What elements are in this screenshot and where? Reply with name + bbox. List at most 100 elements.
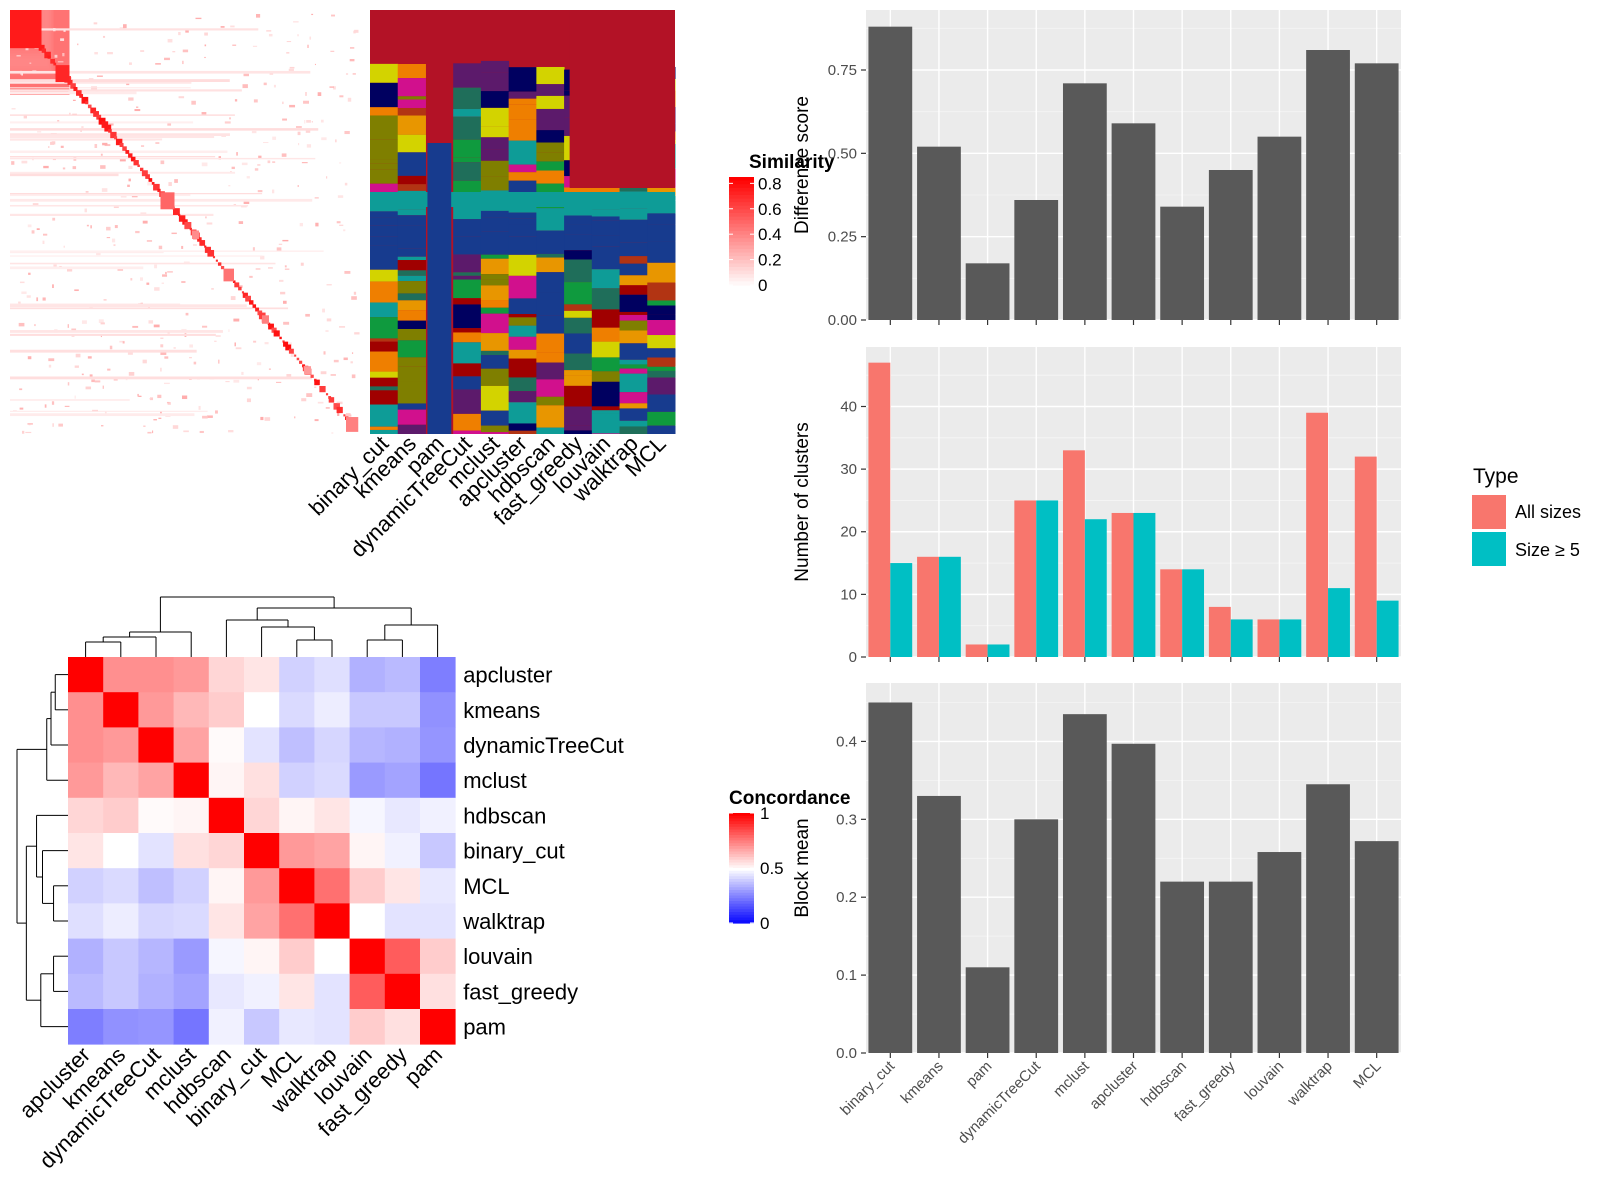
concordance-legend-label: 0.5 xyxy=(760,859,784,878)
concordance-legend-gradient xyxy=(729,887,754,891)
concordance-legend-gradient xyxy=(729,901,754,905)
bar xyxy=(1257,619,1280,657)
similarity-cell xyxy=(311,13,314,16)
concordance-cell xyxy=(138,727,174,763)
similarity-cell xyxy=(51,401,55,405)
similarity-cell xyxy=(280,291,286,295)
annotation-cell xyxy=(647,366,676,371)
concordance-cell xyxy=(68,903,104,939)
number-of-clusters-chart: 0 10 20 30 40 Number of clusters xyxy=(792,347,1401,666)
bar xyxy=(987,644,1010,657)
annotation-cell xyxy=(564,310,593,318)
similarity-cell xyxy=(246,386,252,390)
similarity-band xyxy=(10,89,242,92)
bar xyxy=(1036,500,1059,657)
concordance-cell xyxy=(138,692,174,728)
similarity-cell xyxy=(140,50,145,52)
annotation-cell xyxy=(397,403,426,410)
annotation-cell xyxy=(397,175,426,185)
annotation-cell xyxy=(370,203,399,212)
concordance-cell xyxy=(68,868,104,904)
similarity-diagonal-cell xyxy=(220,265,225,270)
concordance-cell xyxy=(208,973,245,1010)
similarity-cell xyxy=(104,411,107,414)
concordance-cell xyxy=(173,1009,210,1045)
bar xyxy=(868,362,891,657)
similarity-cell xyxy=(345,413,351,416)
concordance-legend-gradient xyxy=(729,859,754,864)
similarity-cell xyxy=(106,226,111,231)
bar xyxy=(1014,819,1059,1053)
concordance-cell xyxy=(68,657,104,693)
annotation-cell xyxy=(619,403,648,409)
similarity-cell xyxy=(225,381,230,383)
annotation-cell xyxy=(619,208,648,220)
similarity-diagonal-cell xyxy=(189,227,192,231)
similarity-cell xyxy=(252,45,258,47)
similarity-diagonal-cell xyxy=(87,104,92,109)
concordance-cell xyxy=(68,1009,104,1045)
concordance-cell xyxy=(173,727,210,763)
similarity-cell xyxy=(109,345,113,350)
similarity-cell xyxy=(128,97,134,101)
concordance-cell xyxy=(138,657,174,693)
bar xyxy=(938,556,961,657)
similarity-cell xyxy=(182,60,184,65)
annotation-cell xyxy=(508,430,537,434)
similarity-cell xyxy=(243,73,249,77)
concordance-cell xyxy=(349,762,386,799)
concordance-cell xyxy=(279,868,315,904)
similarity-cell xyxy=(305,128,311,133)
similarity-cell xyxy=(147,431,152,434)
similarity-cell xyxy=(354,29,359,33)
similarity-cell xyxy=(349,47,355,49)
type-legend-title: Type xyxy=(1473,465,1519,488)
similarity-cell xyxy=(218,359,220,364)
similarity-band xyxy=(10,171,236,174)
concordance-cell xyxy=(384,657,421,693)
annotation-cell xyxy=(508,317,537,326)
y-tick-label: 0.50 xyxy=(828,145,857,162)
similarity-cell xyxy=(67,324,69,328)
similarity-legend-gradient xyxy=(729,267,754,272)
bar xyxy=(917,795,961,1053)
similarity-cell xyxy=(183,430,189,433)
similarity-diagonal-cell xyxy=(283,341,289,347)
concordance-cell xyxy=(244,938,280,975)
similarity-diagonal-cell xyxy=(285,344,292,351)
similarity-diagonal-cell xyxy=(133,160,139,166)
similarity-diagonal-cell xyxy=(122,146,127,151)
similarity-cell xyxy=(93,22,98,25)
annotation-cell xyxy=(647,377,676,395)
concordance-legend-gradient xyxy=(729,835,754,839)
annotation-cell xyxy=(397,275,426,282)
annotation-cell xyxy=(591,235,621,247)
annotation-cell xyxy=(647,300,676,306)
concordance-row-label: walktrap xyxy=(462,909,545,934)
similarity-cell xyxy=(305,313,310,317)
similarity-cell xyxy=(127,184,130,187)
annotation-cell xyxy=(397,310,426,321)
annotation-cell xyxy=(397,215,426,226)
annotation-cell xyxy=(508,298,537,315)
concordance-cell xyxy=(173,833,210,869)
annotation-cell xyxy=(619,359,648,365)
similarity-band xyxy=(10,251,164,254)
annotation-cell xyxy=(536,130,565,143)
bar xyxy=(1208,170,1253,320)
similarity-cell xyxy=(333,86,336,90)
annotation-cell xyxy=(508,254,537,276)
similarity-cell xyxy=(339,162,342,164)
similarity-diagonal-cell xyxy=(273,330,280,337)
annotation-cell xyxy=(619,285,648,295)
annotation-cell xyxy=(508,212,537,219)
similarity-cell xyxy=(241,206,247,208)
similarity-diagonal-cell xyxy=(178,213,181,217)
similarity-cell xyxy=(198,405,201,410)
similarity-cell xyxy=(114,225,118,229)
concordance-cell xyxy=(314,903,350,939)
similarity-cell xyxy=(282,300,287,304)
annotation-cell xyxy=(647,213,676,225)
concordance-cell xyxy=(68,762,104,799)
concordance-cell xyxy=(279,692,315,728)
